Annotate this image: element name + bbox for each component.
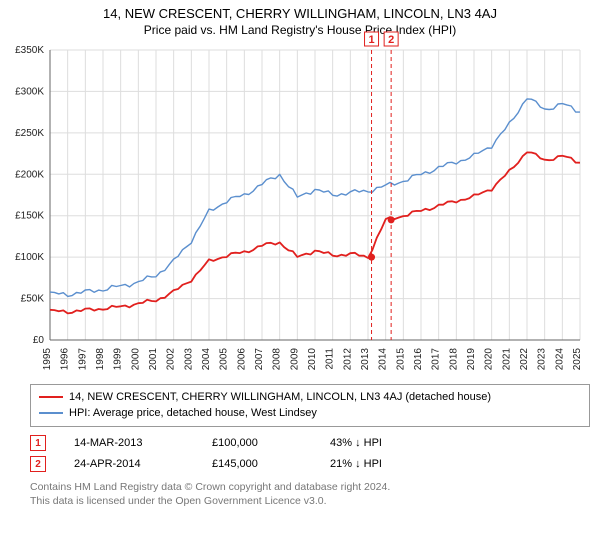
- svg-text:2006: 2006: [236, 348, 247, 371]
- price-chart: £0£50K£100K£150K£200K£250K£300K£350K1995…: [50, 50, 580, 370]
- svg-text:£0: £0: [33, 335, 45, 346]
- legend-swatch: [39, 396, 63, 398]
- svg-text:2022: 2022: [519, 348, 530, 371]
- svg-text:2017: 2017: [431, 348, 442, 371]
- chart-container: 14, NEW CRESCENT, CHERRY WILLINGHAM, LIN…: [0, 0, 600, 560]
- transaction-date: 14-MAR-2013: [74, 437, 184, 449]
- svg-text:2016: 2016: [413, 348, 424, 371]
- legend-area: 14, NEW CRESCENT, CHERRY WILLINGHAM, LIN…: [30, 384, 590, 508]
- svg-text:£150K: £150K: [15, 211, 44, 222]
- svg-text:2023: 2023: [537, 348, 548, 371]
- svg-text:2001: 2001: [148, 348, 159, 371]
- transaction-price: £145,000: [212, 458, 302, 470]
- svg-text:2014: 2014: [378, 348, 389, 371]
- svg-text:2021: 2021: [501, 348, 512, 371]
- legend-label: 14, NEW CRESCENT, CHERRY WILLINGHAM, LIN…: [69, 391, 491, 403]
- svg-text:2010: 2010: [307, 348, 318, 371]
- transaction-delta: 21% ↓ HPI: [330, 458, 382, 470]
- svg-text:2020: 2020: [484, 348, 495, 371]
- svg-text:2009: 2009: [289, 348, 300, 371]
- svg-text:2008: 2008: [272, 348, 283, 371]
- footer-line-1: Contains HM Land Registry data © Crown c…: [30, 480, 590, 494]
- transaction-row: 2 24-APR-2014 £145,000 21% ↓ HPI: [30, 456, 590, 472]
- transaction-row: 1 14-MAR-2013 £100,000 43% ↓ HPI: [30, 435, 590, 451]
- legend-row: 14, NEW CRESCENT, CHERRY WILLINGHAM, LIN…: [39, 389, 581, 405]
- svg-text:2019: 2019: [466, 348, 477, 371]
- svg-text:£50K: £50K: [21, 294, 45, 305]
- svg-text:£300K: £300K: [15, 86, 44, 97]
- svg-text:2000: 2000: [130, 348, 141, 371]
- transaction-date: 24-APR-2014: [74, 458, 184, 470]
- svg-text:1997: 1997: [77, 348, 88, 371]
- svg-text:2012: 2012: [342, 348, 353, 371]
- svg-text:£200K: £200K: [15, 169, 44, 180]
- svg-text:1: 1: [368, 34, 374, 46]
- title-block: 14, NEW CRESCENT, CHERRY WILLINGHAM, LIN…: [0, 0, 600, 37]
- svg-text:2: 2: [388, 34, 394, 46]
- svg-text:2015: 2015: [395, 348, 406, 371]
- svg-text:2018: 2018: [448, 348, 459, 371]
- svg-text:1999: 1999: [113, 348, 124, 371]
- svg-text:2004: 2004: [201, 348, 212, 371]
- svg-text:1996: 1996: [60, 348, 71, 371]
- footer-line-2: This data is licensed under the Open Gov…: [30, 494, 590, 508]
- transaction-delta: 43% ↓ HPI: [330, 437, 382, 449]
- svg-text:2007: 2007: [254, 348, 265, 371]
- legend-row: HPI: Average price, detached house, West…: [39, 405, 581, 421]
- legend-label: HPI: Average price, detached house, West…: [69, 407, 317, 419]
- transaction-price: £100,000: [212, 437, 302, 449]
- svg-text:2024: 2024: [554, 348, 565, 371]
- footer-text: Contains HM Land Registry data © Crown c…: [30, 480, 590, 508]
- transaction-badge: 2: [30, 456, 46, 472]
- svg-text:£350K: £350K: [15, 45, 44, 56]
- svg-text:£250K: £250K: [15, 128, 44, 139]
- legend-box: 14, NEW CRESCENT, CHERRY WILLINGHAM, LIN…: [30, 384, 590, 427]
- transactions-list: 1 14-MAR-2013 £100,000 43% ↓ HPI 2 24-APR-201…: [30, 435, 590, 472]
- svg-text:2003: 2003: [183, 348, 194, 371]
- chart-title: 14, NEW CRESCENT, CHERRY WILLINGHAM, LIN…: [0, 6, 600, 21]
- transaction-badge: 1: [30, 435, 46, 451]
- svg-text:2005: 2005: [219, 348, 230, 371]
- legend-swatch: [39, 412, 63, 414]
- chart-area: £0£50K£100K£150K£200K£250K£300K£350K1995…: [50, 50, 580, 370]
- svg-text:2025: 2025: [572, 348, 583, 371]
- svg-text:1998: 1998: [95, 348, 106, 371]
- svg-text:£100K: £100K: [15, 252, 44, 263]
- svg-text:2002: 2002: [166, 348, 177, 371]
- svg-text:2013: 2013: [360, 348, 371, 371]
- svg-text:2011: 2011: [325, 348, 336, 370]
- svg-text:1995: 1995: [42, 348, 53, 371]
- chart-subtitle: Price paid vs. HM Land Registry's House …: [0, 23, 600, 37]
